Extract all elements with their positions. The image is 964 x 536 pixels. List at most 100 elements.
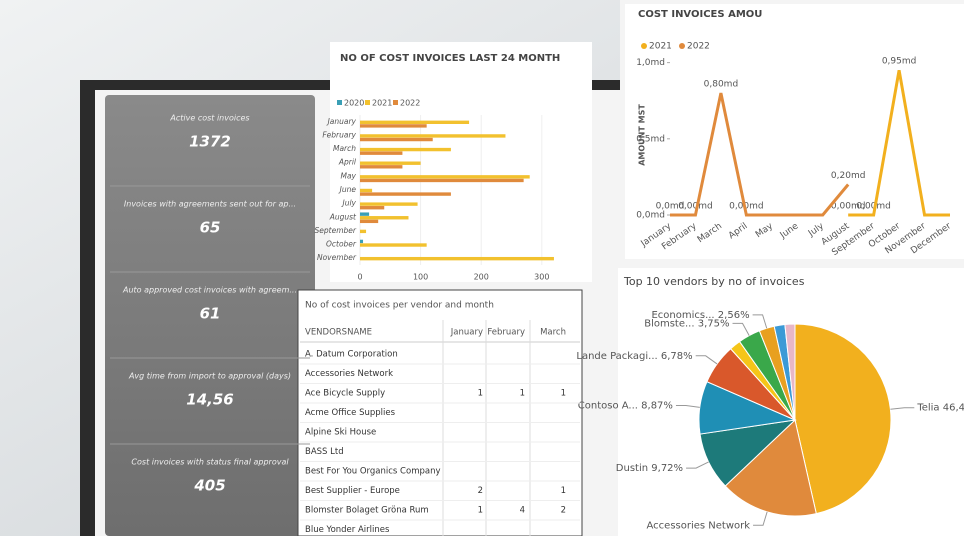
kpi-value: 14,56 — [186, 391, 233, 409]
legend-label: 2021 — [649, 42, 672, 52]
legend-swatch — [679, 43, 685, 49]
legend-swatch — [337, 100, 342, 105]
bar — [360, 137, 433, 142]
legend-swatch — [365, 100, 370, 105]
y-tick-label: April — [338, 158, 357, 167]
bar — [360, 151, 403, 155]
table-header: March — [540, 328, 566, 338]
pie-label-name: Dustin — [616, 463, 648, 474]
y-tick-label: 0,0md — [636, 211, 665, 221]
table-header: February — [487, 328, 525, 338]
table-cell: 2 — [561, 506, 566, 516]
y-tick-label: March — [333, 144, 356, 153]
pie-label-value: 8,87% — [641, 401, 673, 412]
pie-label-value: 3,75% — [698, 318, 730, 329]
pie-label-name: Contoso A... — [578, 401, 638, 412]
kpi-label: Cost invoices with status final approval — [131, 458, 289, 467]
x-tick-label: 100 — [413, 273, 428, 282]
table-cell: 1 — [561, 486, 566, 496]
data-label: 0,00md — [678, 202, 713, 212]
bar — [360, 134, 506, 138]
pie-label-value: 6,78% — [661, 351, 693, 362]
bar — [360, 120, 470, 124]
bar — [360, 165, 403, 169]
pie-slice — [724, 419, 817, 517]
legend-label: 2020 — [344, 99, 364, 108]
table-cell: 4 — [520, 506, 525, 516]
legend-label: 2022 — [687, 42, 710, 52]
table-cell: Best Supplier - Europe — [305, 486, 400, 496]
x-tick-label: 200 — [474, 273, 489, 282]
bar — [360, 192, 451, 196]
table-cell: 2 — [478, 486, 483, 496]
kpi-label: Avg time from import to approval (days) — [128, 372, 291, 381]
bar-title: NO OF COST INVOICES LAST 24 MONTH — [340, 53, 560, 64]
data-label: 0,00md — [729, 202, 764, 212]
bar — [360, 229, 367, 234]
y-tick-label: July — [341, 199, 357, 208]
table-cell: Accessories Network — [305, 369, 393, 379]
data-label: 0,80md — [704, 80, 739, 90]
pie-label-name: Telia — [916, 403, 939, 414]
pie-label: Dustin 9,72% — [616, 463, 683, 474]
bar — [360, 178, 524, 183]
pie-label-name: Accessories Network — [647, 520, 751, 531]
pie-label: Economics... 2,56% — [651, 310, 749, 321]
kpi-value: 405 — [193, 477, 225, 495]
table-cell: Ace Bicycle Supply — [305, 389, 385, 399]
kpi-value: 1372 — [189, 133, 231, 151]
line — [670, 92, 850, 217]
pie-label-value: 46,44% — [943, 403, 964, 414]
legend-swatch — [641, 43, 647, 49]
line-panel — [625, 4, 964, 259]
table-cell: 1 — [478, 389, 483, 399]
kpi-label: Auto approved cost invoices with agreem.… — [122, 286, 297, 295]
y-tick-label: May — [340, 171, 356, 180]
pie-label: Telia 46,44% — [916, 403, 964, 414]
table-panel — [297, 289, 583, 536]
y-tick-label: January — [326, 117, 357, 126]
bar — [360, 239, 364, 244]
y-tick-label: June — [338, 185, 357, 194]
leader-line — [890, 407, 915, 410]
table-header: VENDORSNAME — [305, 328, 372, 338]
bar — [360, 219, 379, 224]
pie-label-value: 2,56% — [718, 310, 750, 321]
bar — [360, 212, 370, 216]
data-label: 0,20md — [831, 171, 866, 181]
table-cell: Alpine Ski House — [305, 428, 376, 438]
leader-line — [752, 314, 768, 329]
y-tick-label: February — [322, 130, 356, 139]
bar — [360, 124, 427, 128]
table-cell: Blomster Bolaget Gröna Rum — [305, 506, 429, 516]
leader-line — [675, 405, 700, 408]
pie-slice — [784, 323, 796, 421]
y-axis-label: AMOUNT MST — [638, 104, 647, 166]
x-tick-label: 0 — [357, 273, 362, 282]
pie-label-name: Blomste... — [644, 318, 694, 329]
y-tick-label: November — [317, 253, 357, 262]
pie-label: Lande Packagi... 6,78% — [576, 351, 692, 362]
leader-line — [732, 322, 750, 336]
table-cell: 1 — [478, 506, 483, 516]
y-tick-label: September — [315, 226, 357, 235]
table-cell: A. Datum Corporation — [305, 350, 398, 360]
pie-label-name: Economics... — [651, 310, 714, 321]
table-title: No of cost invoices per vendor and month — [305, 301, 494, 311]
legend-label: 2021 — [372, 99, 392, 108]
table-cell: 1 — [561, 389, 566, 399]
data-label: 0,00md — [831, 202, 866, 212]
table-cell: Acme Office Supplies — [305, 408, 396, 418]
x-tick-label: 300 — [534, 273, 549, 282]
kpi-value: 61 — [200, 305, 221, 323]
pie-label-value: 9,72% — [651, 463, 683, 474]
bar — [360, 175, 530, 179]
bar — [360, 206, 385, 210]
table-cell: Best For You Organics Company — [305, 467, 441, 477]
kpi-label: Active cost invoices — [169, 114, 249, 123]
line-title: COST INVOICES AMOU — [638, 9, 762, 20]
bar — [360, 147, 451, 152]
data-label: 0,0md — [656, 202, 685, 212]
bar — [360, 243, 427, 247]
